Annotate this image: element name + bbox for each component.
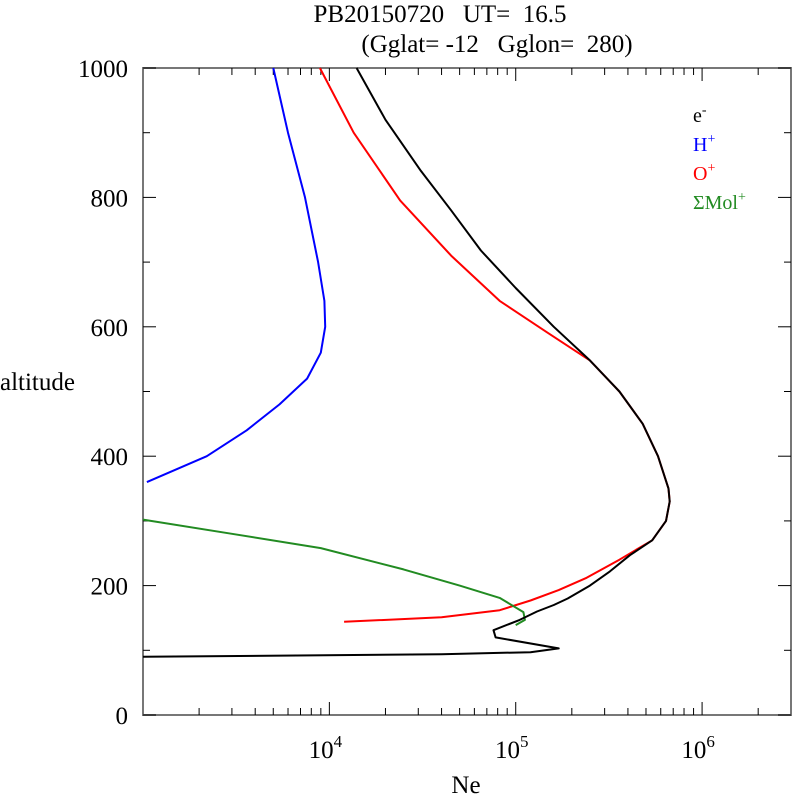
x-tick-labels: 104 105 106 <box>309 732 715 764</box>
chart-title: PB20150720 UT= 16.5 <box>313 1 566 28</box>
x-tick-label: 106 <box>681 732 715 764</box>
y-tick-labels: 0 200 400 600 800 1000 <box>78 56 128 730</box>
x-tick-label: 104 <box>309 732 343 764</box>
data-series <box>142 67 671 658</box>
y-tick-label: 800 <box>91 185 129 212</box>
legend-entry: O+ <box>693 161 715 185</box>
legend-entry: ΣMol+ <box>693 190 746 214</box>
series-line-o <box>319 67 671 623</box>
x-axis-label: Ne <box>451 772 480 796</box>
legend-entry: H+ <box>693 132 715 156</box>
y-tick-label: 200 <box>91 574 129 601</box>
series-line-h <box>146 67 327 484</box>
series-line-mol <box>142 518 526 626</box>
x-tick-label: 105 <box>495 732 529 764</box>
legend: e- H+ O+ ΣMol+ <box>693 103 746 214</box>
legend-entry: e- <box>693 103 707 127</box>
y-axis-label: altitude <box>0 369 75 396</box>
y-tick-label: 1000 <box>78 56 128 83</box>
series-line-e <box>142 67 671 658</box>
y-tick-label: 400 <box>91 444 129 471</box>
y-tick-label: 600 <box>91 315 129 342</box>
y-tick-label: 0 <box>116 703 129 730</box>
chart-subtitle: (Gglat= -12 Gglon= 280) <box>361 31 632 58</box>
